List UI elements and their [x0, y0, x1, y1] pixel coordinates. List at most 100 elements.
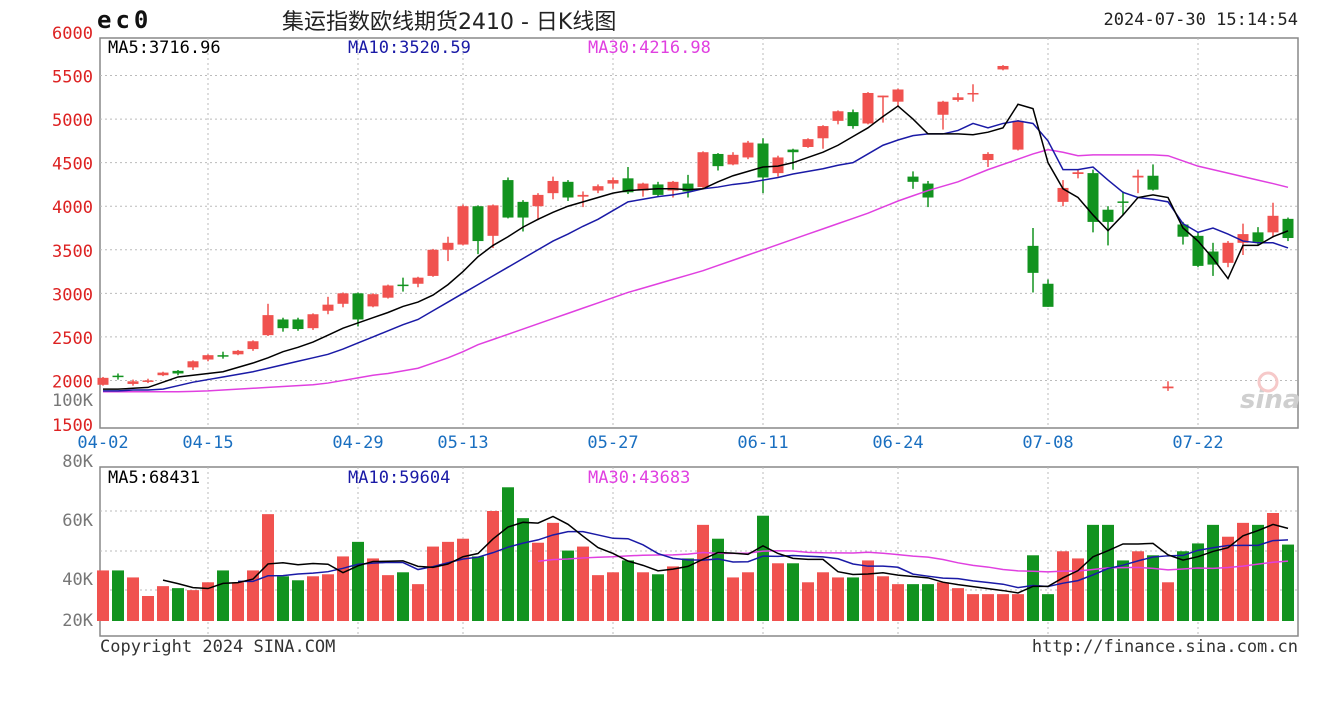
candle-up [592, 186, 604, 191]
candle-up [697, 152, 709, 188]
price-tick-label: 5000 [52, 111, 93, 131]
price-ma10-line [103, 120, 1289, 392]
candle-up [832, 111, 844, 121]
volume-ma10-legend: MA10:59604 [348, 468, 450, 488]
volume-bar [187, 590, 199, 621]
volume-bar [157, 586, 169, 621]
candle-up [247, 341, 259, 350]
candle-up [367, 294, 379, 307]
price-tick-label: 3000 [52, 285, 93, 305]
date-tick-label: 05-27 [587, 433, 638, 453]
candle-up [1072, 172, 1084, 174]
volume-bar [652, 574, 664, 621]
volume-bar [1222, 536, 1234, 621]
date-tick-label: 04-15 [182, 433, 233, 453]
candle-up [1132, 175, 1144, 178]
candle-up [982, 153, 994, 161]
candle-up [892, 89, 904, 102]
candle-down [562, 181, 574, 198]
volume-bar [1087, 524, 1099, 621]
volume-bar [322, 574, 334, 621]
candle-down [682, 183, 694, 192]
price-ma10-legend: MA10:3520.59 [348, 38, 471, 58]
volume-bar [142, 596, 154, 621]
volume-bar [832, 577, 844, 621]
candle-down [292, 319, 304, 330]
volume-bar [397, 572, 409, 621]
volume-bar [937, 582, 949, 621]
candle-down [712, 153, 724, 167]
volume-bar [112, 570, 124, 621]
candle-down [652, 184, 664, 195]
volume-bar [817, 572, 829, 621]
price-ma5-line [103, 103, 1289, 390]
volume-bar [97, 570, 109, 621]
candle-up [817, 126, 829, 139]
candle-up [877, 95, 889, 98]
volume-bar [337, 556, 349, 621]
volume-bar [877, 576, 889, 621]
candle-up [157, 372, 169, 376]
volume-tick-label: 40K [62, 570, 93, 590]
volume-bar [367, 558, 379, 621]
candle-down [757, 143, 769, 178]
candle-up [442, 242, 454, 250]
price-ma5-legend: MA5:3716.96 [108, 38, 221, 58]
date-tick-label: 04-02 [77, 433, 128, 453]
volume-bar [1012, 594, 1024, 621]
candle-up [937, 101, 949, 115]
volume-bar [1282, 544, 1294, 621]
source-link[interactable]: http://finance.sina.com.cn [1031, 637, 1298, 657]
volume-bar [247, 570, 259, 621]
volume-bar [1102, 524, 1114, 621]
candle-down [517, 201, 529, 218]
candle-up [187, 361, 199, 368]
volume-bar [622, 560, 634, 621]
price-tick-label: 2500 [52, 329, 93, 349]
volume-bar [1042, 594, 1054, 621]
candle-up [127, 381, 139, 384]
candle-down [622, 178, 634, 193]
contract-code: ec0 [97, 6, 153, 34]
candle-up [97, 377, 109, 385]
candle-up [337, 293, 349, 304]
volume-bar [1207, 524, 1219, 621]
volume-bar [442, 541, 454, 621]
candle-up [577, 194, 589, 197]
volume-bar [277, 576, 289, 621]
volume-bar [1192, 543, 1204, 621]
date-tick-label: 07-08 [1022, 433, 1073, 453]
candle-down [502, 180, 514, 218]
candle-down [787, 149, 799, 153]
candle-up [727, 154, 739, 165]
candle-up [547, 180, 559, 194]
candle-down [1102, 209, 1114, 222]
candle-down [112, 375, 124, 378]
timestamp: 2024-07-30 15:14:54 [1103, 10, 1298, 30]
price-tick-label: 6000 [52, 24, 93, 44]
volume-bar [787, 563, 799, 621]
volume-bar [637, 572, 649, 621]
volume-bar [592, 575, 604, 621]
candle-up [772, 157, 784, 174]
volume-ma10-line [238, 530, 1289, 589]
candle-up [1222, 242, 1234, 263]
date-tick-label: 04-29 [332, 433, 383, 453]
volume-bar [997, 594, 1009, 621]
candle-down [1147, 175, 1159, 190]
volume-bar [802, 582, 814, 621]
candle-up [1237, 234, 1249, 243]
price-panel [99, 37, 1299, 429]
volume-bar [1147, 555, 1159, 621]
volume-bar [1117, 560, 1129, 621]
price-tick-label: 4000 [52, 198, 93, 218]
candle-down [1177, 224, 1189, 237]
candle-down [1027, 245, 1039, 273]
volume-bar [1072, 558, 1084, 621]
volume-ma5-line [162, 515, 1289, 594]
candle-up [667, 181, 679, 191]
volume-bar [982, 594, 994, 621]
volume-bar [292, 580, 304, 621]
candle-down [277, 319, 289, 329]
price-tick-label: 4500 [52, 155, 93, 175]
